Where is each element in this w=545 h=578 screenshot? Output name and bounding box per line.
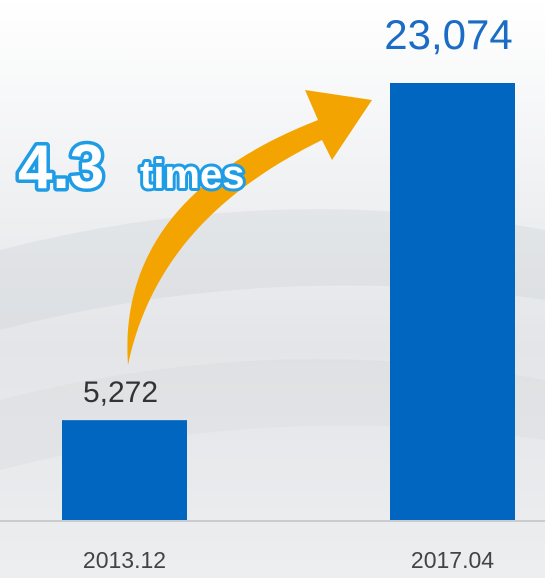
value-label: 23,074 xyxy=(384,11,512,58)
value-label: 5,272 xyxy=(83,376,158,409)
bar xyxy=(62,420,187,520)
chart: 5,272 2013.12 23,074 2017.04 4.3 times xyxy=(0,0,545,578)
x-tick-label: 2017.04 xyxy=(411,547,494,573)
bar xyxy=(390,83,515,520)
annotation-text: times xyxy=(140,153,245,197)
annotation-number: 4.3 xyxy=(18,133,104,202)
x-tick-label: 2013.12 xyxy=(83,547,166,573)
